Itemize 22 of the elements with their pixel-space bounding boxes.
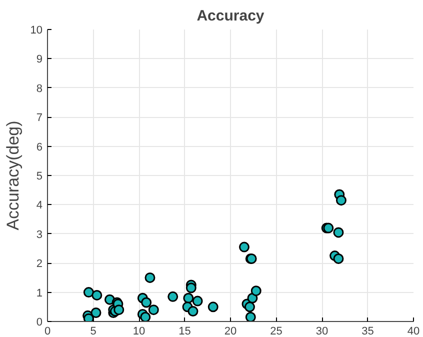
- y-tick-label: 2: [36, 258, 43, 270]
- chart-title: Accuracy: [196, 8, 265, 24]
- y-tick-label: 8: [36, 82, 43, 95]
- y-tick-label: 7: [36, 112, 43, 124]
- y-tick-label: 10: [30, 24, 43, 36]
- y-axis-title: Accuracy(deg): [3, 120, 22, 230]
- x-tick-label: 25: [270, 326, 282, 337]
- y-tick-label: 5: [36, 170, 43, 182]
- y-tick-label: 6: [36, 141, 43, 154]
- x-tick-label: 35: [362, 326, 374, 337]
- x-tick-label: 40: [407, 326, 420, 337]
- y-tick-label: 4: [36, 200, 43, 212]
- y-tick-label: 9: [36, 54, 43, 66]
- x-tick-label: 10: [132, 326, 146, 337]
- x-tick-label: 30: [316, 326, 328, 337]
- y-tick-label: 0: [36, 316, 43, 328]
- x-tick-label: 0: [44, 326, 51, 337]
- x-tick-label: 20: [224, 326, 237, 337]
- x-tick-label: 15: [178, 326, 191, 337]
- x-tick-label: 5: [90, 326, 96, 337]
- y-tick-label: 1: [36, 287, 43, 300]
- y-tick-label: 3: [36, 228, 43, 241]
